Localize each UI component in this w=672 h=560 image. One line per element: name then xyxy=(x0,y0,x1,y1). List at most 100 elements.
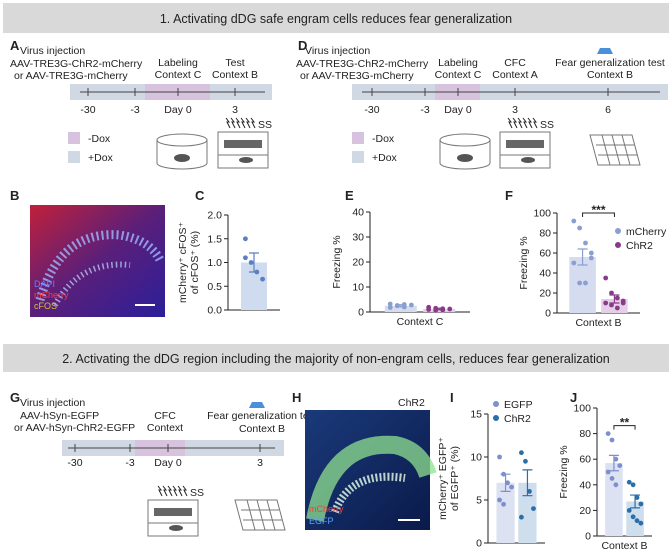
data-point xyxy=(523,458,528,464)
panel-letter: H xyxy=(292,390,301,405)
panel-letter: E xyxy=(345,188,354,203)
data-point xyxy=(588,250,594,256)
data-point xyxy=(387,301,393,307)
section-header xyxy=(3,344,669,372)
bar xyxy=(384,305,417,312)
channel-label: cFOS xyxy=(34,301,57,311)
y-tick-label: 80 xyxy=(539,228,551,240)
y-tick-label: 40 xyxy=(579,479,591,491)
y-tick-label: 5 xyxy=(476,495,482,507)
data-point xyxy=(408,302,414,308)
virus-label: Virus injection xyxy=(305,45,370,57)
event-label: CFC xyxy=(504,57,526,69)
microscopy-image xyxy=(305,410,437,530)
panel-letter: F xyxy=(505,188,513,203)
shock-box-icon xyxy=(499,117,551,169)
day-label: 3 xyxy=(232,104,238,116)
y-axis-label: mCherry⁺ cFOS⁺ xyxy=(177,222,189,304)
data-point xyxy=(243,255,248,261)
legend-swatch xyxy=(68,151,80,163)
y-tick-label: 15 xyxy=(470,409,482,421)
data-point xyxy=(401,302,407,307)
data-point xyxy=(527,489,532,494)
event-label: Test xyxy=(225,57,244,69)
data-point xyxy=(638,520,644,526)
day-label: -30 xyxy=(67,457,82,469)
y-tick-label: 100 xyxy=(533,208,551,220)
section-header xyxy=(3,3,669,33)
data-point xyxy=(630,482,636,488)
panel-letter: B xyxy=(10,188,19,203)
day-label: -3 xyxy=(130,104,139,116)
event-label: CFC xyxy=(154,410,176,422)
event-label: Labeling xyxy=(158,57,198,69)
y-tick-label: 0.0 xyxy=(207,305,222,317)
x-tick-label: Context C xyxy=(397,316,444,328)
data-point xyxy=(519,514,524,520)
significance-bracket xyxy=(613,425,636,430)
data-point xyxy=(433,308,439,313)
data-point xyxy=(613,456,619,462)
channel-label: mCherry xyxy=(34,290,69,300)
bar xyxy=(569,257,596,313)
data-point xyxy=(248,260,254,265)
y-tick-label: 20 xyxy=(579,505,591,517)
day-label: 3 xyxy=(512,104,518,116)
day-label: -3 xyxy=(125,457,134,469)
section-title: 1. Activating dDG safe engram cells redu… xyxy=(160,12,512,26)
data-point xyxy=(243,236,248,242)
y-tick-label: 0.5 xyxy=(207,281,222,293)
legend-swatch xyxy=(352,151,364,163)
legend-label: -Dox xyxy=(372,133,395,145)
legend-label: +Dox xyxy=(88,152,114,164)
data-point xyxy=(588,255,594,261)
data-point xyxy=(509,484,514,490)
shock-label: SS xyxy=(190,487,204,499)
data-point xyxy=(603,275,609,281)
y-axis-label: of cFOS⁺ (%) xyxy=(189,231,201,294)
y-tick-label: 20 xyxy=(539,288,551,300)
legend-label: EGFP xyxy=(504,399,533,411)
event-label: Context C xyxy=(155,69,202,81)
y-tick-label: 40 xyxy=(352,207,364,219)
light-icon xyxy=(249,402,265,408)
legend-label: mCherry xyxy=(626,226,667,238)
data-point xyxy=(577,225,583,231)
day-label: -3 xyxy=(420,104,429,116)
panel-letter: J xyxy=(570,390,577,405)
data-point xyxy=(609,302,614,308)
y-axis-label: Freezing % xyxy=(331,235,343,288)
data-point xyxy=(614,295,620,301)
legend-label: ChR2 xyxy=(504,413,531,425)
data-point xyxy=(387,305,393,310)
virus-label: AAV-TRE3G-ChR2-mCherry xyxy=(10,58,143,70)
light-icon xyxy=(597,48,613,54)
x-tick-label: Context B xyxy=(575,317,621,329)
y-tick-label: 20 xyxy=(352,257,364,269)
panel-letter: D xyxy=(298,38,307,53)
y-tick-label: 60 xyxy=(539,248,551,260)
day-label: 6 xyxy=(605,104,611,116)
data-point xyxy=(394,303,400,308)
timeline-axis xyxy=(80,88,265,96)
data-point xyxy=(519,450,524,456)
data-point xyxy=(603,300,609,306)
legend-swatch xyxy=(352,132,364,144)
data-point xyxy=(505,480,510,486)
data-point xyxy=(609,476,615,481)
virus-label: or AAV-TRE3G-mCherry xyxy=(300,70,414,82)
data-point xyxy=(531,506,536,511)
bar xyxy=(605,463,623,536)
grid-floor-icon xyxy=(589,134,641,166)
data-point xyxy=(440,306,446,312)
data-point xyxy=(583,280,588,286)
y-tick-label: 30 xyxy=(352,232,364,244)
grid-floor-icon xyxy=(234,499,286,531)
data-point xyxy=(501,501,506,507)
bar xyxy=(423,309,456,312)
cylinder-icon xyxy=(156,133,208,170)
data-point xyxy=(620,298,626,304)
y-axis-label: of EGFP⁺ (%) xyxy=(449,446,461,511)
event-label: Labeling xyxy=(438,57,478,69)
day-label: Day 0 xyxy=(164,104,192,116)
